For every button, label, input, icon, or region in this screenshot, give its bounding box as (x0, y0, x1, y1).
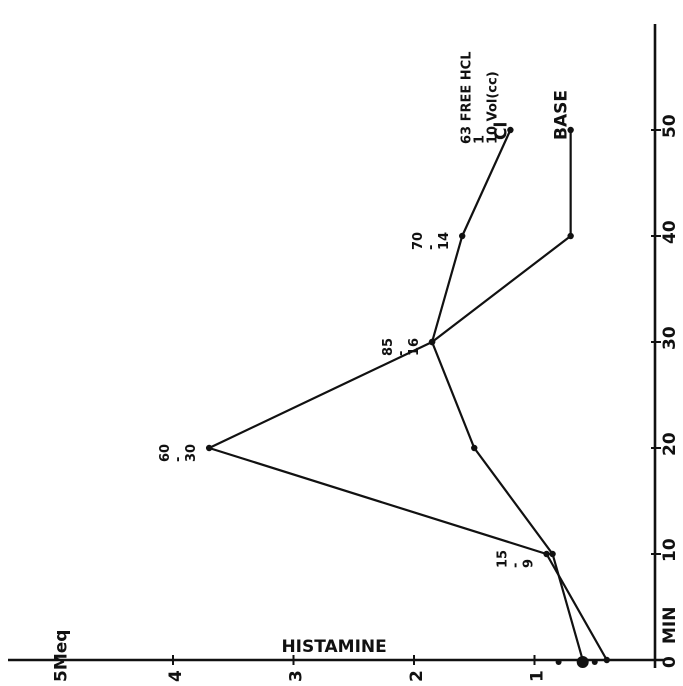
point-annotation: 16 (407, 338, 422, 356)
x-tick-label: 20 (660, 432, 680, 456)
point-annotation: 85 (381, 338, 396, 356)
y-unit-label: 5Meq (52, 630, 72, 682)
x-tick-label: 30 (660, 326, 680, 350)
data-point (543, 550, 550, 558)
x-tick-label: 40 (660, 220, 680, 244)
y-tick-label: 1 (528, 670, 548, 682)
zero-marker (591, 659, 598, 665)
point-annotation: 70 (411, 232, 426, 250)
zero-marker (555, 659, 562, 665)
point-annotation: - (171, 457, 186, 462)
point-annotation: - (394, 351, 409, 356)
point-annotation: 9 (522, 559, 537, 568)
y-tick-label: 3 (287, 670, 307, 682)
point-annotation: - (424, 245, 439, 250)
point-annotation: 30 (184, 444, 199, 462)
point-annotation: 10 Vol(cc) (485, 71, 500, 144)
series-label-base: BASE (552, 90, 572, 140)
series-line-base (430, 130, 584, 661)
point-annotation: 60 (158, 444, 173, 462)
data-point (471, 444, 478, 452)
histamine-label: HISTAMINE (281, 637, 386, 657)
zero-marker (576, 656, 589, 668)
y-tick-label: 4 (166, 670, 186, 682)
x-unit-label: MIN (660, 607, 680, 644)
point-annotation: 63 FREE HCL (459, 51, 474, 144)
series-line-cl (208, 129, 608, 661)
data-point (459, 232, 466, 240)
point-annotation: - (509, 563, 524, 568)
x-tick-label: 50 (660, 114, 680, 138)
y-tick-label: 2 (407, 670, 427, 682)
x-tick-label: 10 (660, 538, 680, 562)
data-point (428, 338, 436, 346)
series-label-cl: Cl (491, 122, 511, 140)
data-point (507, 126, 514, 134)
data-point (549, 550, 556, 558)
data-point (603, 656, 610, 664)
data-point (567, 126, 574, 134)
point-annotation: 1 (472, 135, 487, 144)
data-point (567, 232, 574, 240)
x-tick-label: 0 (660, 656, 680, 668)
data-point (205, 444, 213, 452)
point-annotation: 14 (437, 232, 452, 250)
point-annotation: 15 (496, 550, 511, 568)
